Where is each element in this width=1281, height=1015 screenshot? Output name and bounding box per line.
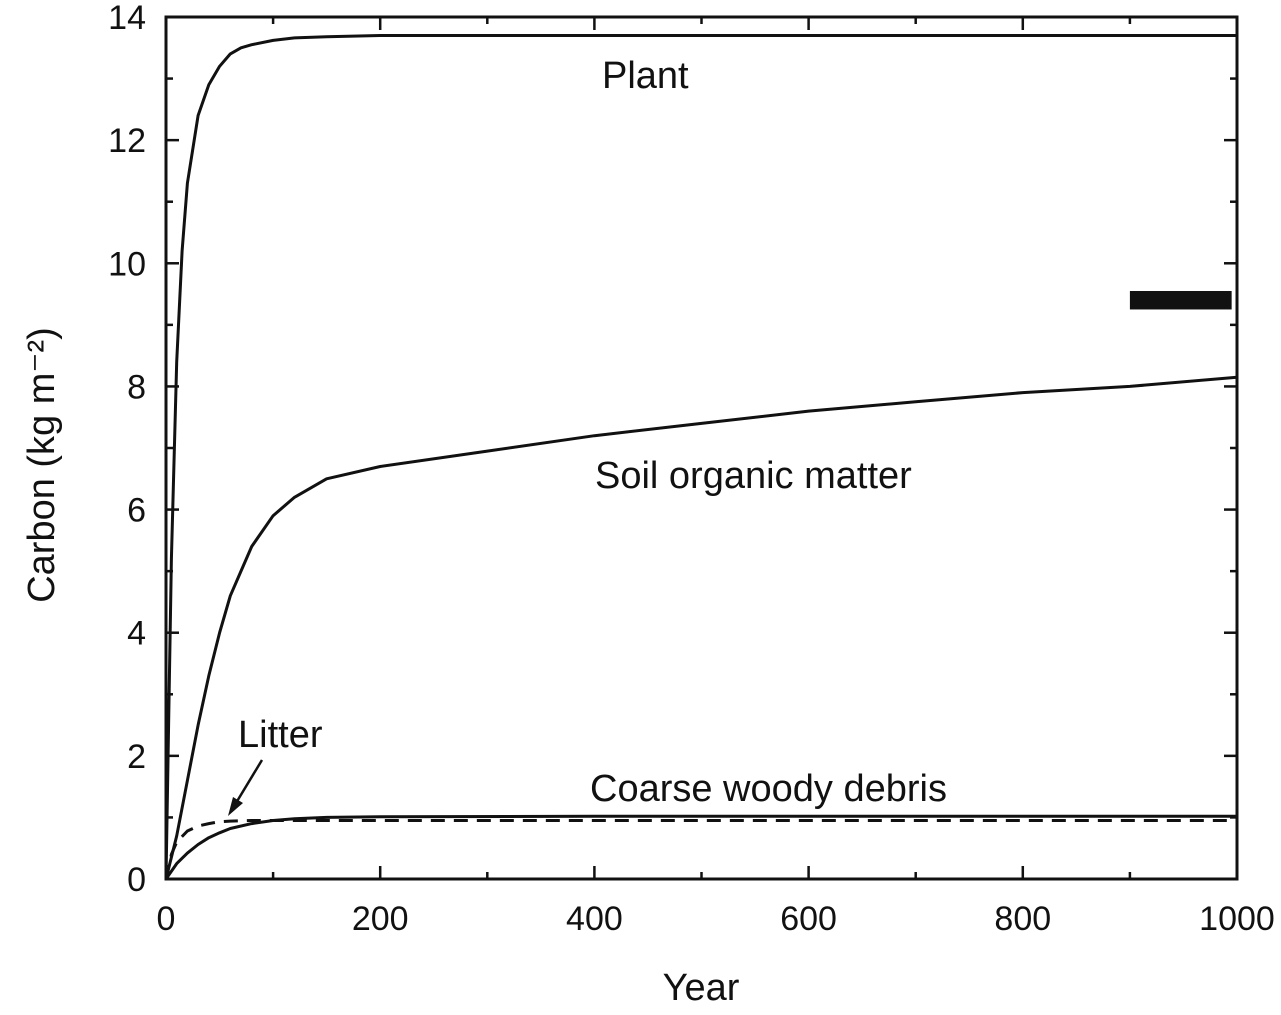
observed-range-bar: [1129, 290, 1232, 310]
x-tick-label: 400: [566, 900, 623, 938]
observed-range: [1129, 290, 1232, 310]
x-tick-label: 200: [352, 900, 409, 938]
series-line-litter: [164, 819, 1237, 880]
x-tick-label: 800: [994, 900, 1051, 938]
series-line-soil-organic-matter: [164, 375, 1238, 880]
litter-arrow-shaft: [234, 759, 264, 804]
y-tick-label: 4: [127, 615, 146, 653]
litter-arrow-head: [228, 797, 243, 816]
series-line-plant: [164, 34, 1237, 880]
plot-frame: [164, 15, 1239, 881]
label-coarse-woody-debris: Coarse woody debris: [590, 768, 947, 810]
series-lines: [164, 34, 1238, 880]
y-tick-label: 10: [108, 245, 146, 283]
axis-tick-labels: 0 200 400 600 800 1000 0 2 4 6 8 10 12 14: [108, 0, 1275, 938]
series-line-coarse-woody-debris: [164, 814, 1237, 880]
x-tick-label: 1000: [1199, 900, 1275, 938]
y-axis-title: Carbon (kg m⁻²): [21, 327, 63, 603]
y-tick-label: 8: [127, 368, 146, 406]
y-tick-label: 12: [108, 122, 146, 160]
y-tick-label: 14: [108, 0, 146, 37]
axis-ticks: [164, 15, 1239, 881]
y-tick-label: 2: [127, 738, 146, 776]
x-axis-title: Year: [663, 967, 740, 1009]
label-plant: Plant: [602, 55, 689, 97]
x-tick-label: 600: [780, 900, 837, 938]
label-litter: Litter: [238, 714, 323, 756]
x-tick-label: 0: [157, 900, 176, 938]
y-tick-label: 6: [127, 492, 146, 530]
label-soil-organic-matter: Soil organic matter: [595, 455, 912, 497]
y-tick-label: 0: [127, 861, 146, 899]
